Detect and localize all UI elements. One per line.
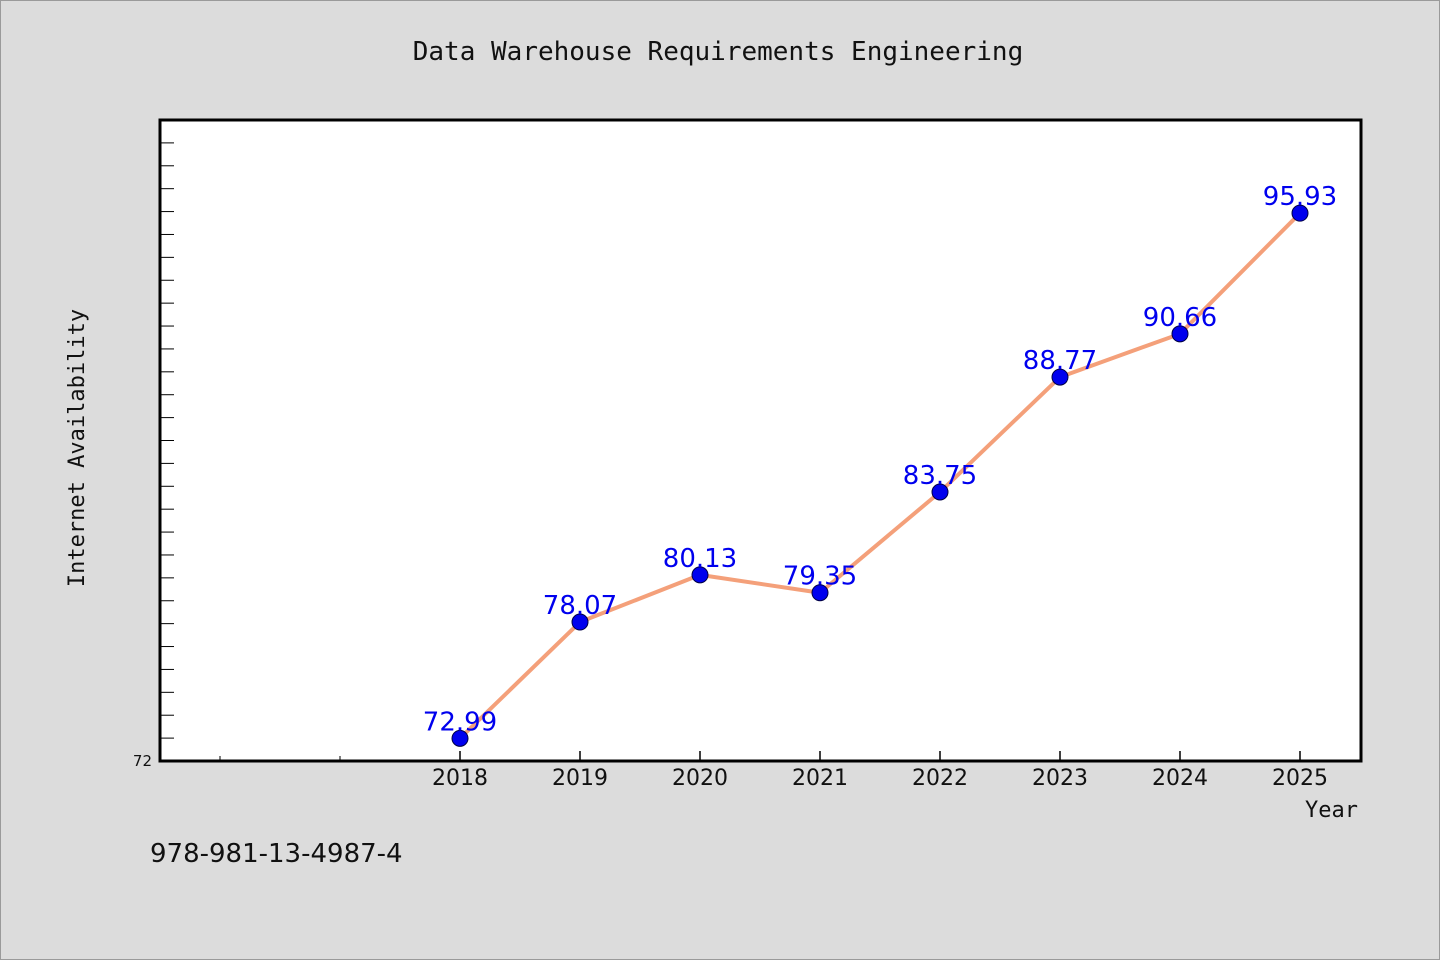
x-tick-label: 2022 (912, 766, 968, 791)
data-label: 83.75 (903, 461, 977, 491)
data-point (811, 584, 829, 602)
data-point (691, 566, 709, 584)
x-axis-ticks: 2018 2019 2020 2021 2022 2023 2024 2025 (432, 751, 1328, 791)
data-label: 78.07 (543, 591, 617, 621)
x-tick-label: 2023 (1032, 766, 1088, 791)
y-axis-label: Internet Availability (65, 309, 90, 587)
series-line (458, 211, 1302, 740)
data-label: 90.66 (1143, 303, 1217, 333)
data-label: 72.99 (423, 707, 497, 737)
isbn-footer: 978-981-13-4987-4 (150, 839, 403, 869)
y-tick-label-min: 72 (133, 752, 152, 770)
data-label: 80.13 (663, 544, 737, 574)
x-axis-label: Year (1305, 798, 1358, 823)
data-label: 79.35 (783, 562, 857, 592)
chart-title: Data Warehouse Requirements Engineering (413, 37, 1023, 67)
x-tick-label: 2018 (432, 766, 488, 791)
x-axis-minor-ticks (219, 756, 341, 761)
x-tick-label: 2021 (792, 766, 848, 791)
data-labels: 72.99 78.07 80.13 79.35 83.75 88.77 90.66 95.93 (423, 182, 1337, 737)
data-point (1051, 368, 1069, 386)
y-axis-ticks (160, 119, 174, 762)
data-label: 95.93 (1263, 182, 1337, 212)
data-label: 88.77 (1023, 346, 1097, 376)
data-point (1171, 325, 1189, 343)
x-tick-label: 2020 (672, 766, 728, 791)
x-tick-label: 2025 (1272, 766, 1328, 791)
data-point (451, 729, 469, 747)
data-point (931, 483, 949, 501)
x-tick-label: 2019 (552, 766, 608, 791)
data-point (1291, 204, 1309, 222)
data-points (451, 204, 1309, 747)
plot-area (158, 118, 1363, 763)
data-point (571, 613, 589, 631)
x-tick-label: 2024 (1152, 766, 1208, 791)
